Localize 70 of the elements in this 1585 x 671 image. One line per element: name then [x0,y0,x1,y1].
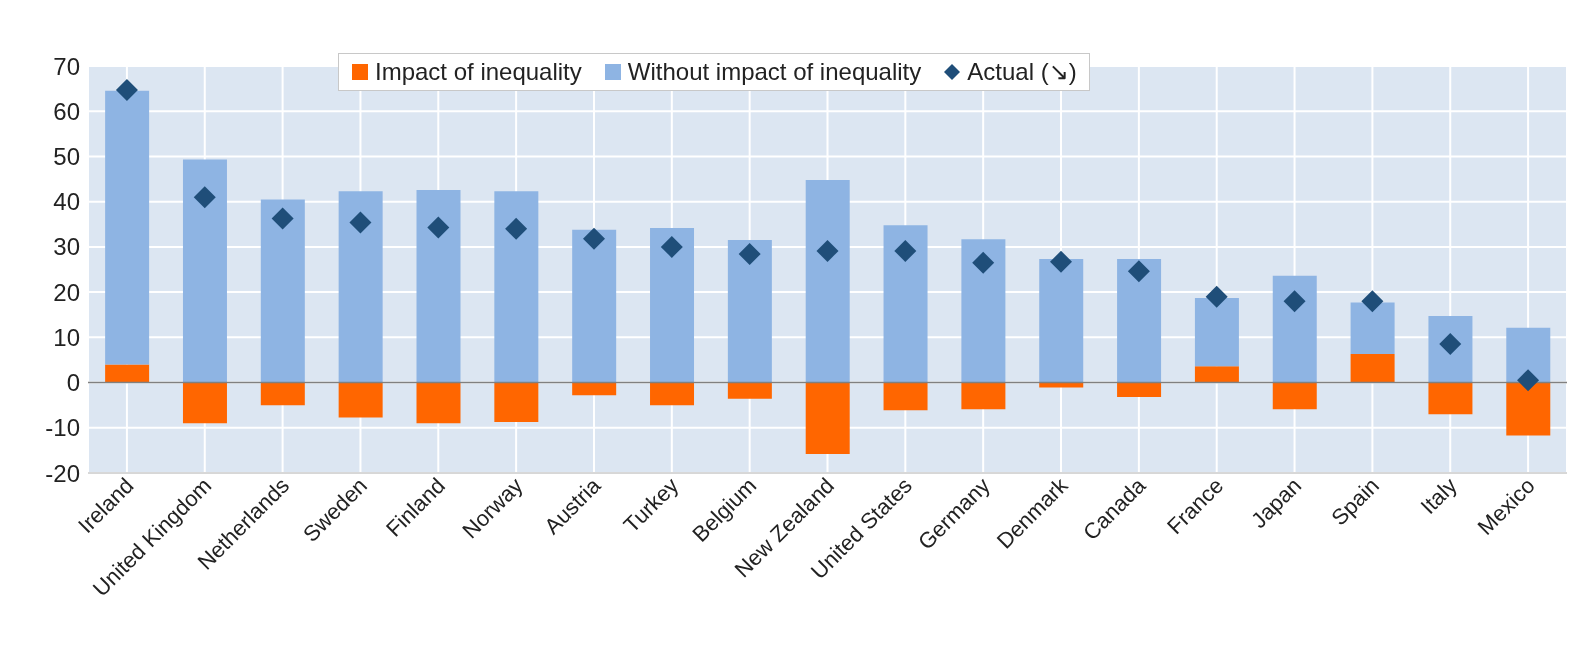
y-tick-label: -20 [45,459,80,487]
bar [182,159,227,383]
point [816,239,839,262]
bar [961,382,1006,410]
bar [1272,275,1317,383]
point [349,211,372,234]
point [1050,250,1073,273]
bar [105,364,150,383]
bar [1272,382,1317,410]
y-tick-label: 70 [53,52,80,80]
y-tick-label: 30 [53,233,80,261]
y-tick-label: 20 [53,278,80,306]
bar [182,382,227,424]
bar [416,382,461,424]
point [427,216,450,239]
bar [416,189,461,383]
bar [805,382,850,455]
point [193,186,216,209]
bar [105,90,150,365]
point [271,207,294,230]
bar [961,239,1006,383]
point [1205,285,1228,308]
bar [727,240,772,383]
y-tick-label: 60 [53,97,80,125]
bar [338,382,383,418]
point [505,217,528,240]
y-tick-label: 40 [53,188,80,216]
y-tick-label: 50 [53,142,80,170]
point [115,78,138,101]
bar [1350,302,1395,355]
bar [338,191,383,383]
bar [572,382,617,396]
x-tick-label: Italy [1415,472,1462,520]
bar [883,382,928,411]
legend-label: Actual (↘) [967,58,1077,86]
point [1283,290,1306,313]
bar [1350,354,1395,383]
bar [1194,297,1239,367]
point [660,235,683,258]
bar [1506,327,1551,383]
bar [572,229,617,383]
bar [1117,259,1162,383]
point [972,251,995,274]
bar [650,227,695,383]
bar [1039,259,1084,383]
bar [1428,316,1473,383]
bar [1194,366,1239,383]
point [1127,260,1150,283]
legend-label: Impact of inequality [375,58,582,86]
bar [494,191,539,383]
y-tick-label: -10 [45,414,80,442]
y-tick-label: 10 [53,323,80,351]
legend-label: Without impact of inequality [627,58,922,86]
bar [805,179,850,383]
bar [494,382,539,422]
point [582,227,605,250]
bar [1506,382,1551,436]
bar [260,199,305,383]
point [738,243,761,266]
bar [883,225,928,383]
y-tick-label: 0 [66,369,80,397]
bar [650,382,695,406]
point [894,239,917,262]
bar [727,382,772,399]
bar [1039,382,1084,388]
bar [1117,382,1162,398]
point [1361,290,1384,313]
bar [260,382,305,406]
bar [1428,382,1473,415]
point [1517,369,1540,392]
